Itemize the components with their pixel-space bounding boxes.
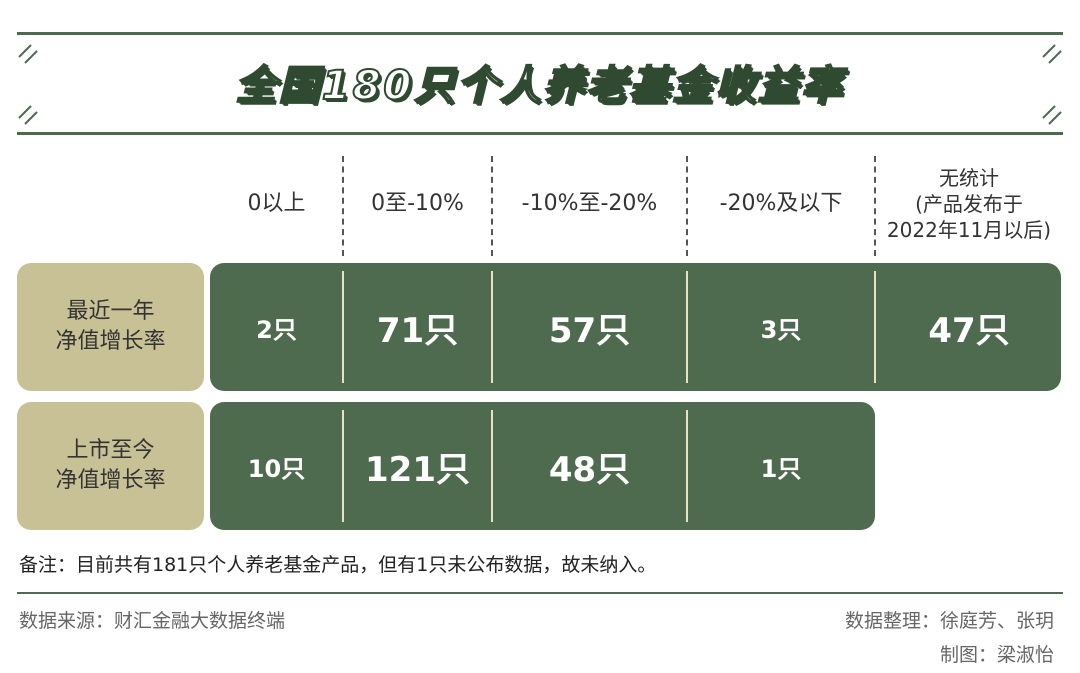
hatch-top-right-icon <box>1042 44 1062 64</box>
cell-divider <box>874 271 876 383</box>
row-label-line: 净值增长率 <box>55 468 166 493</box>
table-cell: 47只 <box>928 310 1010 351</box>
footer-divider <box>17 592 1063 594</box>
data-compiled-by: 数据整理：徐庭芳、张玥 <box>844 610 1054 632</box>
table-cell: 121只 <box>365 449 470 490</box>
header-divider <box>686 156 688 256</box>
hatch-bottom-left-icon <box>18 105 38 125</box>
column-header-line: 2022年11月以后) <box>886 218 1052 242</box>
hatch-top-left-icon <box>18 44 38 64</box>
row-label-line: 最近一年 <box>66 299 155 324</box>
title-box: 全国180只个人养老基金收益率 <box>17 32 1063 135</box>
table-cell: 10只 <box>247 454 306 483</box>
row-label-line: 净值增长率 <box>55 329 166 354</box>
table-cell: 71只 <box>376 310 459 351</box>
cell-divider <box>342 271 344 383</box>
cell-divider <box>491 410 493 522</box>
column-header: 0至-10% <box>371 191 464 216</box>
column-header-no-stats: 无统计 (产品发布于 2022年11月以后) <box>875 158 1063 250</box>
column-header: -10%至-20% <box>521 191 658 216</box>
table-cell: 2只 <box>256 315 297 344</box>
column-header-line: (产品发布于 <box>915 192 1023 216</box>
hatch-bottom-right-icon <box>1042 105 1062 125</box>
row-label-recent-year: 最近一年 净值增长率 <box>17 263 204 391</box>
header-divider <box>491 156 493 256</box>
table-cell: 57只 <box>548 310 631 351</box>
table-cell: 48只 <box>548 449 631 490</box>
column-header: -20%及以下 <box>719 191 843 216</box>
header-divider <box>342 156 344 256</box>
row-bar-recent-year <box>210 263 1061 391</box>
data-source: 数据来源：财汇金融大数据终端 <box>19 610 286 632</box>
row-label-line: 上市至今 <box>66 438 155 463</box>
column-header-line: 无统计 <box>939 166 999 190</box>
cell-divider <box>342 410 344 522</box>
row-bar-since-listing <box>210 402 875 530</box>
row-label-since-listing: 上市至今 净值增长率 <box>17 402 204 530</box>
header-divider <box>874 156 876 256</box>
footnote: 备注：目前共有181只个人养老基金产品，但有1只未公布数据，故未纳入。 <box>19 554 657 576</box>
table-cell: 3只 <box>760 315 802 344</box>
chart-title: 全国180只个人养老基金收益率 <box>235 62 845 110</box>
cell-divider <box>686 271 688 383</box>
column-header: 0以上 <box>247 191 306 216</box>
cell-divider <box>686 410 688 522</box>
table-cell: 1只 <box>760 454 802 483</box>
chart-made-by: 制图：梁淑怡 <box>939 644 1054 666</box>
cell-divider <box>491 271 493 383</box>
